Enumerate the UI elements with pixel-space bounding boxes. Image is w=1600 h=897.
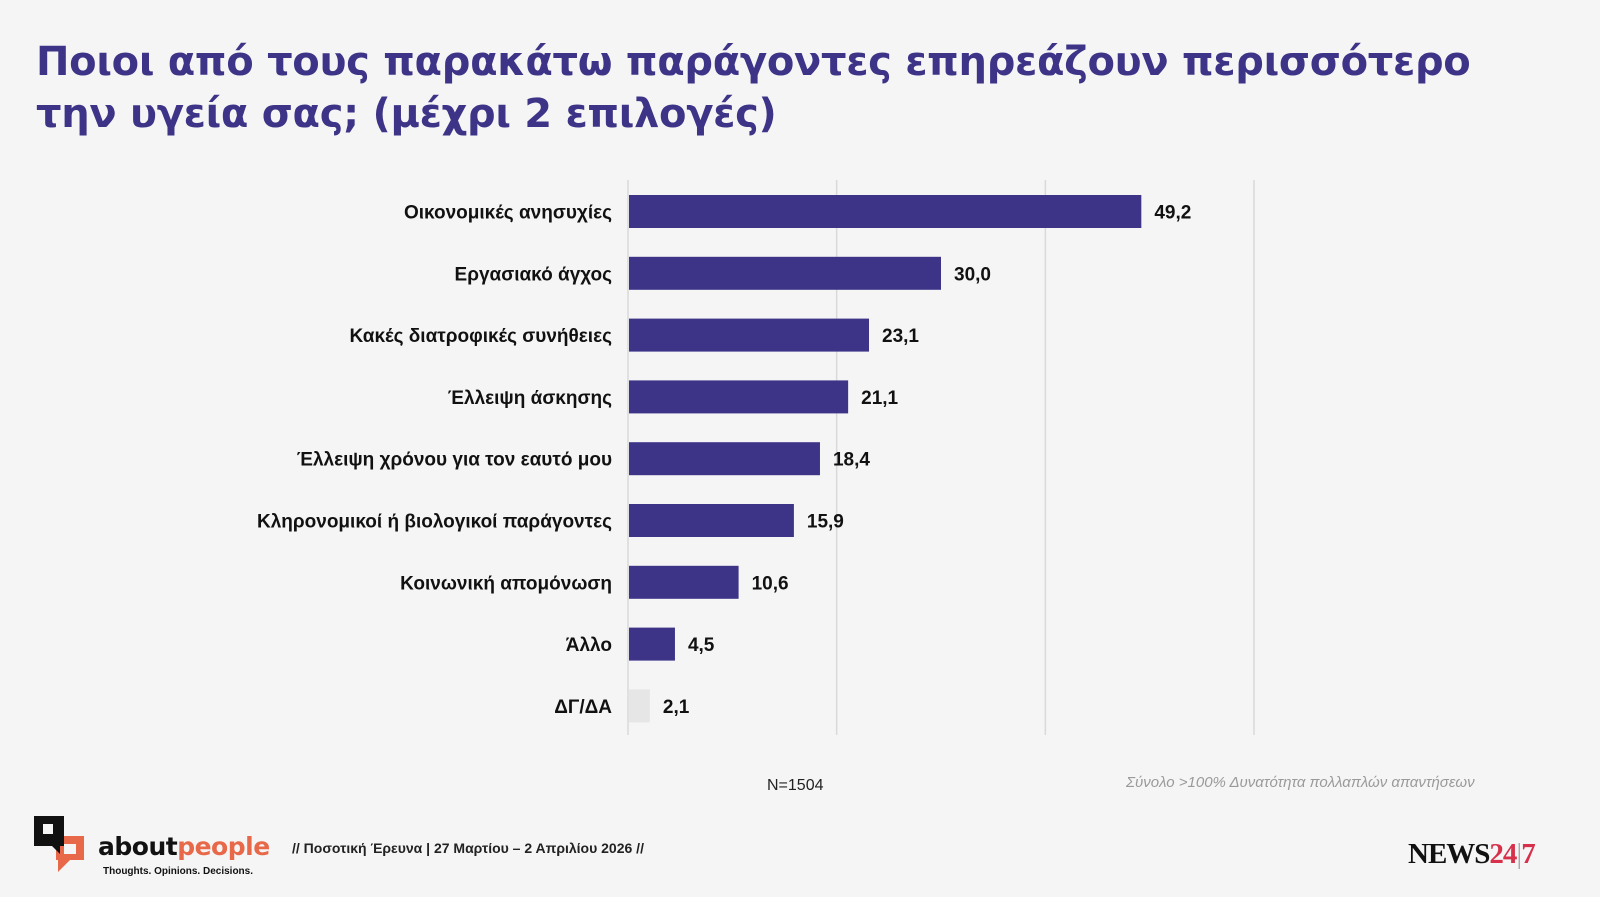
chart-title: Ποιοι από τους παρακάτω παράγοντες επηρε… bbox=[36, 36, 1536, 140]
logo-wordmark: aboutpeople bbox=[98, 832, 270, 861]
logo-tagline: Thoughts. Opinions. Decisions. bbox=[103, 866, 254, 877]
value-label-3: 21,1 bbox=[861, 388, 898, 409]
chart-title-line-2: την υγεία σας; (μέχρι 2 επιλογές) bbox=[36, 91, 777, 137]
aboutpeople-logo: aboutpeople Thoughts. Opinions. Decision… bbox=[34, 814, 274, 880]
category-label-7: Άλλο bbox=[566, 635, 612, 656]
category-label-4: Έλλειψη χρόνου για τον εαυτό μου bbox=[297, 450, 612, 471]
bar-8 bbox=[629, 689, 650, 723]
value-label-6: 10,6 bbox=[752, 573, 789, 594]
chart-title-line-1: Ποιοι από τους παρακάτω παράγοντες επηρε… bbox=[36, 39, 1471, 85]
bar-2 bbox=[629, 318, 870, 352]
speech-bubbles-icon bbox=[34, 816, 84, 872]
category-label-0: Οικονομικές ανησυχίες bbox=[404, 203, 612, 224]
value-label-8: 2,1 bbox=[663, 697, 690, 718]
logo-about: about bbox=[98, 832, 178, 861]
bar-6 bbox=[629, 565, 739, 599]
value-label-0: 49,2 bbox=[1154, 203, 1191, 224]
category-label-1: Εργασιακό άγχος bbox=[455, 264, 613, 285]
value-label-2: 23,1 bbox=[882, 326, 919, 347]
news-wordmark: NEWS bbox=[1408, 838, 1490, 870]
category-label-2: Κακές διατροφικές συνήθειες bbox=[349, 326, 612, 347]
bar-chart: Οικονομικές ανησυχίες Εργασιακό άγχος Κακέ… bbox=[257, 180, 1255, 735]
category-label-3: Έλλειψη άσκησης bbox=[448, 388, 612, 409]
logo-people: people bbox=[177, 832, 270, 861]
news-7: 7 bbox=[1521, 838, 1535, 870]
news-separator: | bbox=[1516, 838, 1522, 870]
value-label-7: 4,5 bbox=[688, 635, 715, 656]
value-labels: 49,2 30,0 23,1 21,1 18,4 15,9 10,6 4,5 2,1 bbox=[663, 203, 1191, 718]
category-label-8: ΔΓ/ΔΑ bbox=[554, 697, 612, 718]
value-label-4: 18,4 bbox=[833, 450, 870, 471]
category-label-6: Κοινωνική απομόνωση bbox=[400, 573, 612, 594]
gridlines bbox=[627, 180, 1255, 735]
bars bbox=[629, 195, 1142, 723]
news-24: 24 bbox=[1489, 838, 1517, 870]
sample-size: N=1504 bbox=[767, 777, 824, 794]
category-labels: Οικονομικές ανησυχίες Εργασιακό άγχος Κακέ… bbox=[257, 203, 612, 718]
category-label-5: Κληρονομικοί ή βιολογικοί παράγοντες bbox=[257, 512, 612, 533]
value-label-1: 30,0 bbox=[954, 264, 991, 285]
value-label-5: 15,9 bbox=[807, 512, 844, 533]
bar-7 bbox=[629, 627, 675, 661]
bar-5 bbox=[629, 504, 794, 537]
bar-0 bbox=[629, 195, 1142, 228]
news247-logo: NEWS24|7 bbox=[1408, 838, 1536, 871]
bar-1 bbox=[629, 256, 941, 290]
survey-info: // Ποσοτική Έρευνα | 27 Μαρτίου – 2 Απρι… bbox=[292, 840, 644, 856]
multiple-answers-note: Σύνολο >100% Δυνατότητα πολλαπλών απαντή… bbox=[1126, 774, 1475, 791]
bar-4 bbox=[629, 442, 820, 476]
bar-3 bbox=[629, 380, 849, 414]
